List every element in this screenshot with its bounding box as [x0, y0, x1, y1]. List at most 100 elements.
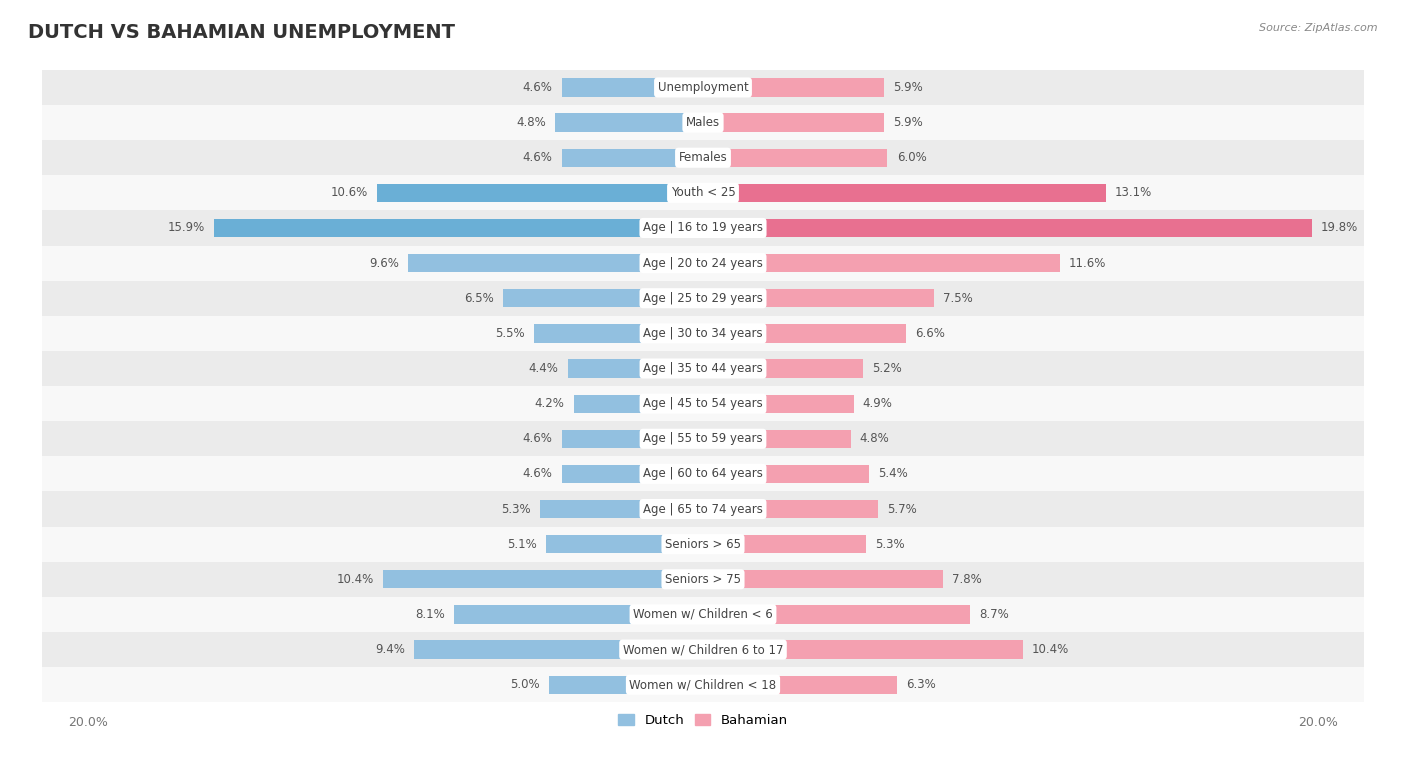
- Text: Females: Females: [679, 151, 727, 164]
- Text: 6.6%: 6.6%: [915, 327, 945, 340]
- Text: 5.4%: 5.4%: [879, 467, 908, 481]
- Bar: [27, 281, 1379, 316]
- Text: 4.6%: 4.6%: [523, 151, 553, 164]
- Bar: [27, 176, 1379, 210]
- Bar: [547, 535, 703, 553]
- Bar: [568, 360, 703, 378]
- Bar: [27, 245, 1379, 281]
- Text: 15.9%: 15.9%: [167, 222, 205, 235]
- Text: Source: ZipAtlas.com: Source: ZipAtlas.com: [1260, 23, 1378, 33]
- Text: 4.4%: 4.4%: [529, 362, 558, 375]
- Text: 7.8%: 7.8%: [952, 573, 981, 586]
- Text: 8.1%: 8.1%: [415, 608, 444, 621]
- Bar: [377, 184, 703, 202]
- Bar: [561, 465, 703, 483]
- Text: Age | 65 to 74 years: Age | 65 to 74 years: [643, 503, 763, 516]
- Bar: [27, 316, 1379, 351]
- Bar: [703, 606, 970, 624]
- Bar: [27, 70, 1379, 105]
- Text: Seniors > 65: Seniors > 65: [665, 537, 741, 550]
- Bar: [703, 219, 1312, 237]
- Bar: [703, 394, 853, 413]
- Bar: [703, 360, 863, 378]
- Text: DUTCH VS BAHAMIAN UNEMPLOYMENT: DUTCH VS BAHAMIAN UNEMPLOYMENT: [28, 23, 456, 42]
- Text: 5.2%: 5.2%: [872, 362, 901, 375]
- Bar: [703, 500, 879, 518]
- Text: Women w/ Children < 6: Women w/ Children < 6: [633, 608, 773, 621]
- Bar: [703, 324, 905, 342]
- Text: 6.0%: 6.0%: [897, 151, 927, 164]
- Text: Age | 60 to 64 years: Age | 60 to 64 years: [643, 467, 763, 481]
- Text: 5.9%: 5.9%: [894, 116, 924, 129]
- Text: 5.0%: 5.0%: [510, 678, 540, 691]
- Text: 4.6%: 4.6%: [523, 432, 553, 445]
- Bar: [27, 210, 1379, 245]
- Text: 11.6%: 11.6%: [1069, 257, 1107, 269]
- Text: 4.8%: 4.8%: [859, 432, 890, 445]
- Bar: [27, 386, 1379, 421]
- Bar: [27, 527, 1379, 562]
- Text: 4.6%: 4.6%: [523, 81, 553, 94]
- Text: Age | 20 to 24 years: Age | 20 to 24 years: [643, 257, 763, 269]
- Legend: Dutch, Bahamian: Dutch, Bahamian: [613, 709, 793, 732]
- Bar: [703, 184, 1105, 202]
- Text: 9.6%: 9.6%: [368, 257, 399, 269]
- Text: Age | 45 to 54 years: Age | 45 to 54 years: [643, 397, 763, 410]
- Bar: [27, 421, 1379, 456]
- Bar: [561, 148, 703, 167]
- Bar: [703, 114, 884, 132]
- Bar: [384, 570, 703, 588]
- Bar: [703, 78, 884, 97]
- Text: Males: Males: [686, 116, 720, 129]
- Text: 4.9%: 4.9%: [863, 397, 893, 410]
- Text: Youth < 25: Youth < 25: [671, 186, 735, 199]
- Bar: [703, 465, 869, 483]
- Text: 6.3%: 6.3%: [905, 678, 935, 691]
- Text: 10.4%: 10.4%: [1032, 643, 1069, 656]
- Bar: [503, 289, 703, 307]
- Bar: [703, 675, 897, 694]
- Bar: [408, 254, 703, 273]
- Bar: [703, 640, 1022, 659]
- Bar: [703, 430, 851, 448]
- Text: 13.1%: 13.1%: [1115, 186, 1152, 199]
- Bar: [550, 675, 703, 694]
- Bar: [27, 632, 1379, 667]
- Bar: [561, 430, 703, 448]
- Bar: [27, 105, 1379, 140]
- Text: 10.4%: 10.4%: [337, 573, 374, 586]
- Bar: [27, 491, 1379, 527]
- Bar: [703, 570, 943, 588]
- Text: Seniors > 75: Seniors > 75: [665, 573, 741, 586]
- Bar: [27, 597, 1379, 632]
- Bar: [703, 289, 934, 307]
- Text: 9.4%: 9.4%: [375, 643, 405, 656]
- Text: Age | 25 to 29 years: Age | 25 to 29 years: [643, 291, 763, 305]
- Text: Age | 55 to 59 years: Age | 55 to 59 years: [643, 432, 763, 445]
- Text: 4.2%: 4.2%: [534, 397, 565, 410]
- Text: Women w/ Children 6 to 17: Women w/ Children 6 to 17: [623, 643, 783, 656]
- Text: 5.1%: 5.1%: [508, 537, 537, 550]
- Bar: [534, 324, 703, 342]
- Bar: [27, 140, 1379, 176]
- Text: 6.5%: 6.5%: [464, 291, 494, 305]
- Text: 5.9%: 5.9%: [894, 81, 924, 94]
- Bar: [27, 562, 1379, 597]
- Text: 5.5%: 5.5%: [495, 327, 524, 340]
- Bar: [574, 394, 703, 413]
- Text: 8.7%: 8.7%: [980, 608, 1010, 621]
- Text: 19.8%: 19.8%: [1320, 222, 1358, 235]
- Bar: [415, 640, 703, 659]
- Text: 5.7%: 5.7%: [887, 503, 917, 516]
- Bar: [454, 606, 703, 624]
- Text: Age | 35 to 44 years: Age | 35 to 44 years: [643, 362, 763, 375]
- Text: Women w/ Children < 18: Women w/ Children < 18: [630, 678, 776, 691]
- Bar: [703, 254, 1060, 273]
- Text: 4.6%: 4.6%: [523, 467, 553, 481]
- Bar: [540, 500, 703, 518]
- Bar: [214, 219, 703, 237]
- Text: 10.6%: 10.6%: [330, 186, 368, 199]
- Bar: [27, 456, 1379, 491]
- Bar: [27, 667, 1379, 702]
- Bar: [555, 114, 703, 132]
